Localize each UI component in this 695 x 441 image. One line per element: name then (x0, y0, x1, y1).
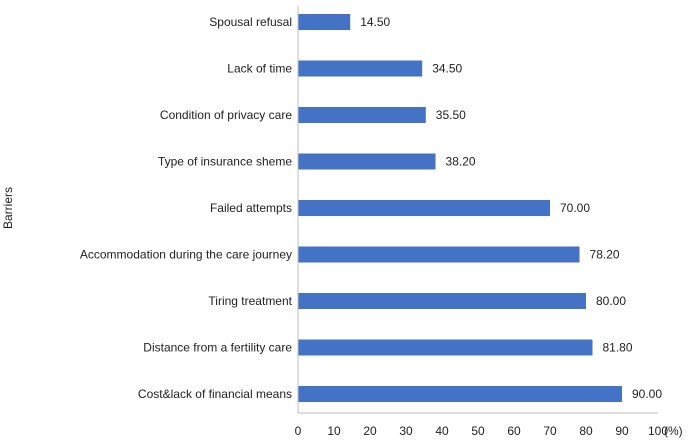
x-tick-label: 10 (327, 424, 341, 438)
value-label: 80.00 (596, 294, 626, 308)
category-labels: Spousal refusal Lack of time Condition of … (80, 15, 293, 401)
category-label: Spousal refusal (209, 15, 292, 29)
category-label: Accommodation during the care journey (80, 248, 292, 262)
category-label: Lack of time (227, 62, 292, 76)
category-label: Type of insurance sheme (158, 155, 292, 169)
bar (298, 293, 586, 309)
bar (298, 339, 593, 356)
value-label: 34.50 (432, 62, 462, 76)
y-axis-title: Barriers (1, 187, 15, 229)
x-tick-label: 80 (579, 424, 593, 438)
value-labels: 14.50 34.50 35.50 38.20 70.00 78.20 80.00 81.80… (360, 15, 662, 401)
x-tick-label: 70 (543, 424, 557, 438)
bars (298, 14, 622, 402)
x-tick-label: 40 (435, 424, 449, 438)
bar (298, 386, 622, 402)
x-axis-unit-label: (%) (664, 424, 683, 438)
category-label: Condition of privacy care (160, 108, 292, 122)
value-label: 81.80 (602, 341, 632, 355)
x-tick-labels: 0 10 20 30 40 50 60 70 80 90 100 (295, 424, 669, 438)
x-tick-label: 50 (471, 424, 485, 438)
value-label: 90.00 (632, 387, 662, 401)
x-tick-label: 20 (363, 424, 377, 438)
category-label: Failed attempts (210, 201, 292, 215)
bar (298, 14, 351, 30)
bar (298, 60, 423, 77)
x-tick-label: 60 (507, 424, 521, 438)
value-label: 70.00 (560, 201, 590, 215)
x-tick-label: 30 (399, 424, 413, 438)
bar (298, 246, 580, 263)
x-tick-label: 100 (648, 424, 668, 438)
value-label: 78.20 (590, 248, 620, 262)
value-label: 35.50 (436, 108, 466, 122)
value-label: 14.50 (360, 15, 390, 29)
x-tick-label: 90 (615, 424, 629, 438)
value-label: 38.20 (446, 155, 476, 169)
bar (298, 200, 550, 216)
bar (298, 107, 426, 123)
category-label: Distance from a fertility care (143, 341, 292, 355)
category-label: Cost&lack of financial means (138, 387, 292, 401)
x-tick-label: 0 (295, 424, 302, 438)
bar (298, 153, 436, 170)
category-label: Tiring treatment (208, 294, 292, 308)
